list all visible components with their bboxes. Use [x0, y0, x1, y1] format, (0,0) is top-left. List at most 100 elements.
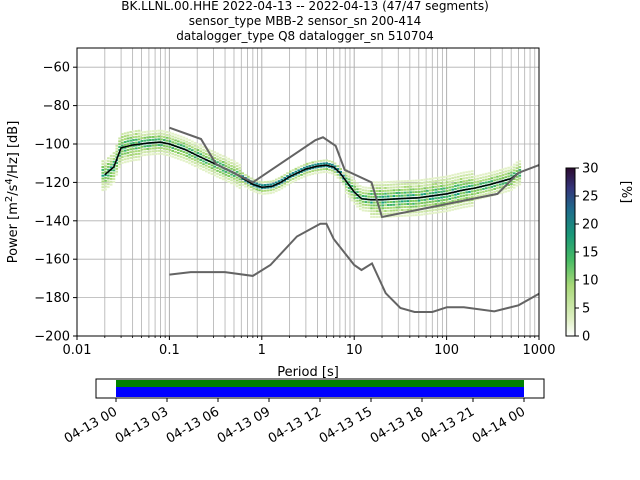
density-cell	[490, 177, 494, 180]
density-cell	[149, 144, 152, 147]
density-cell	[168, 154, 172, 157]
density-cell	[448, 189, 452, 192]
density-cell	[389, 201, 393, 204]
density-cell	[412, 205, 415, 208]
density-cell	[104, 188, 107, 191]
density-cell	[426, 201, 429, 204]
density-cell	[126, 143, 130, 146]
density-cell	[107, 186, 110, 189]
timeline-tick-label: 04-13 18	[368, 404, 426, 446]
density-cell	[409, 208, 412, 211]
density-cell	[219, 159, 222, 162]
density-cell	[456, 198, 460, 201]
title-line-2: sensor_type MBB-2 sensor_sn 200-414	[189, 14, 422, 28]
density-cell	[121, 156, 124, 159]
density-cell	[325, 162, 328, 165]
density-cell	[302, 175, 306, 178]
density-cell	[230, 176, 233, 179]
density-cell	[118, 146, 121, 149]
density-cell	[199, 150, 203, 153]
density-cell	[468, 170, 471, 173]
density-cell	[123, 143, 127, 146]
density-cell	[448, 186, 452, 189]
density-cell	[512, 183, 516, 186]
density-cell	[470, 204, 474, 207]
density-cell	[364, 189, 368, 192]
density-cell	[123, 155, 127, 158]
density-cell	[454, 199, 457, 202]
density-cell	[400, 194, 404, 197]
density-cell	[468, 173, 471, 176]
density-cell	[179, 152, 183, 155]
density-cell	[146, 145, 149, 148]
density-cell	[347, 195, 351, 198]
density-cell	[417, 190, 421, 193]
density-cell	[403, 200, 407, 203]
density-cell	[227, 175, 231, 178]
density-cell	[493, 179, 496, 182]
density-cell	[468, 176, 471, 179]
density-cell	[403, 185, 407, 188]
density-cell	[171, 132, 175, 135]
density-cell	[126, 154, 130, 157]
density-cell	[235, 162, 239, 165]
density-cell	[297, 166, 300, 169]
density-cell	[210, 167, 214, 170]
density-cell	[389, 180, 393, 183]
density-cell	[356, 188, 359, 191]
density-cell	[101, 189, 105, 192]
density-cell	[227, 180, 231, 183]
density-cell	[174, 139, 177, 142]
density-cell	[487, 192, 491, 195]
density-cell	[224, 165, 228, 168]
density-cell	[445, 189, 449, 192]
density-cell	[342, 174, 345, 177]
timeline-tick-label: 04-13 00	[62, 404, 120, 446]
density-cell	[473, 198, 477, 201]
density-cell	[216, 158, 219, 161]
density-cell	[126, 140, 130, 143]
x-tick-label: 0.01	[63, 343, 92, 358]
density-cell	[121, 133, 124, 136]
density-cell	[132, 133, 135, 136]
density-cell	[160, 129, 163, 132]
density-cell	[311, 161, 314, 164]
density-cell	[445, 195, 449, 198]
density-cell	[171, 138, 175, 141]
density-cell	[406, 200, 410, 203]
density-cell	[389, 192, 393, 195]
density-cell	[409, 179, 412, 182]
density-cell	[501, 185, 505, 188]
density-cell	[112, 175, 116, 178]
density-cell	[171, 135, 175, 138]
density-cell	[179, 144, 183, 147]
density-cell	[137, 158, 141, 161]
density-cell	[109, 157, 113, 160]
density-cell	[235, 165, 239, 168]
density-cell	[263, 183, 267, 186]
density-cell	[454, 185, 457, 188]
density-cell	[350, 199, 354, 202]
density-cell	[428, 198, 432, 201]
density-cell	[137, 129, 141, 132]
density-cell	[140, 145, 144, 148]
density-cell	[165, 133, 169, 136]
density-cell	[392, 180, 396, 183]
density-cell	[300, 176, 303, 179]
density-cell	[468, 196, 471, 199]
density-cell	[389, 206, 393, 209]
density-cell	[400, 209, 404, 212]
density-cell	[344, 174, 348, 177]
density-cell	[378, 190, 382, 193]
density-cell	[412, 185, 415, 188]
density-cell	[191, 140, 194, 143]
density-cell	[104, 171, 107, 174]
density-cell	[325, 165, 328, 168]
density-cell	[126, 137, 130, 140]
density-cell	[202, 166, 205, 169]
density-cell	[112, 178, 116, 181]
density-cell	[476, 189, 480, 192]
density-cell	[358, 187, 362, 190]
density-cell	[151, 144, 155, 147]
density-cell	[412, 208, 415, 211]
